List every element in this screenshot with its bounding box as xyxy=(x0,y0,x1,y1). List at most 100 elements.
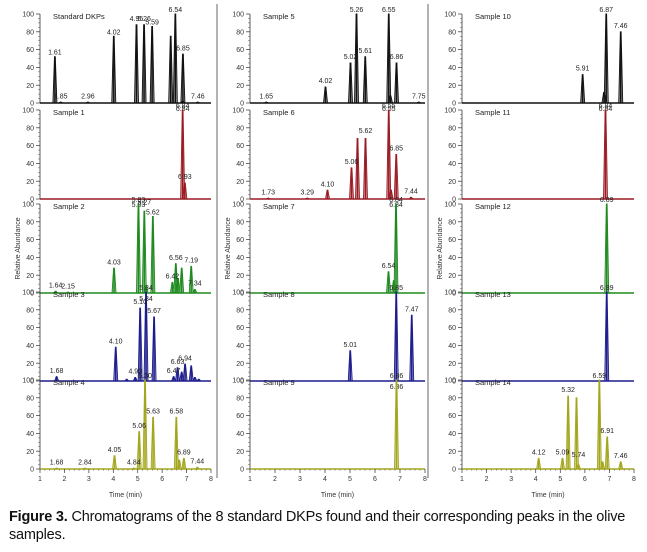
y-tick-label: 40 xyxy=(448,65,456,72)
y-tick-label: 40 xyxy=(236,161,244,168)
x-tick-label: 7 xyxy=(398,476,402,483)
peak-label: 1.68 xyxy=(50,459,64,466)
y-tick-label: 80 xyxy=(448,307,456,314)
x-tick-label: 1 xyxy=(248,476,252,483)
y-tick-label: 20 xyxy=(448,179,456,186)
x-tick-label: 6 xyxy=(583,476,587,483)
y-tick-label: 0 xyxy=(452,197,456,204)
x-tick-label: 6 xyxy=(373,476,377,483)
panel-sample-1: 0 20 40 60 80 100 Sample 1 6.84 6.93 5.03 xyxy=(22,103,211,209)
peak-label: 6.55 xyxy=(382,106,396,113)
peak-label: 6.91 xyxy=(600,428,614,435)
peak-label: 5.67 xyxy=(147,308,161,315)
peak-label: 6.58 xyxy=(169,409,183,416)
peak-label: 5.63 xyxy=(146,409,160,416)
panel-title: Sample 4 xyxy=(53,378,85,387)
y-tick-label: 40 xyxy=(448,161,456,168)
y-tick-label: 0 xyxy=(30,467,34,474)
panel-title: Sample 6 xyxy=(263,108,295,117)
peak-label: 5.01 xyxy=(343,342,357,349)
x-tick-label: 3 xyxy=(87,476,91,483)
peak-label: 6.89 xyxy=(600,197,614,204)
peak-label: 6.59 xyxy=(593,373,607,380)
y-tick-label: 60 xyxy=(26,413,34,420)
y-tick-label: 80 xyxy=(236,29,244,36)
panel-sample-6: 0 20 40 60 80 100 Sample 6 1.73 3.29 4.10 5.06 5.62… xyxy=(232,103,425,209)
panel-sample-13: 0 20 40 60 80 100 Sample 13 6.89 xyxy=(444,285,634,386)
x-tick-label: 5 xyxy=(136,476,140,483)
peak-label: 4.95 xyxy=(130,16,144,23)
y-tick-label: 0 xyxy=(452,101,456,108)
y-tick-label: 100 xyxy=(22,12,34,19)
peak-label: 5.30 xyxy=(138,373,152,380)
y-tick-label: 40 xyxy=(236,65,244,72)
x-tick-label: 6 xyxy=(160,476,164,483)
peak-label: 7.46 xyxy=(191,93,205,100)
y-tick-label: 100 xyxy=(444,378,456,385)
y-tick-label: 60 xyxy=(236,47,244,54)
peak-label: 6.85 xyxy=(389,285,403,292)
y-tick-label: 80 xyxy=(448,125,456,132)
peak-label: 6.84 xyxy=(176,106,190,113)
peak-label: 4.02 xyxy=(319,78,333,85)
peak-label: 2.15 xyxy=(61,283,75,290)
peak-label: 5.91 xyxy=(576,66,590,73)
y-tick-label: 20 xyxy=(26,273,34,280)
peak-label: 5.32 xyxy=(561,387,575,394)
y-tick-label: 80 xyxy=(26,125,34,132)
peak-label: 1.73 xyxy=(261,189,275,196)
peak-label: 7.46 xyxy=(614,23,628,30)
x-tick-label: 7 xyxy=(185,476,189,483)
y-tick-label: 40 xyxy=(26,431,34,438)
peak-label: 5.09 xyxy=(556,450,570,457)
panel-title: Sample 12 xyxy=(475,202,511,211)
y-tick-label: 100 xyxy=(444,290,456,297)
y-tick-label: 100 xyxy=(22,290,34,297)
peak-label: 6.84 xyxy=(389,197,403,204)
peak-label: 6.47 xyxy=(167,368,181,375)
y-tick-label: 0 xyxy=(452,467,456,474)
y-tick-label: 20 xyxy=(236,83,244,90)
y-tick-label: 20 xyxy=(236,361,244,368)
caption-label: Figure 3. xyxy=(9,509,68,525)
peak-label: 4.84 xyxy=(127,459,141,466)
y-tick-label: 60 xyxy=(236,143,244,150)
y-tick-label: 0 xyxy=(30,197,34,204)
panel-title: Sample 13 xyxy=(475,290,511,299)
y-tick-label: 0 xyxy=(30,379,34,386)
peak-label: 3.29 xyxy=(300,189,314,196)
y-tick-label: 60 xyxy=(448,237,456,244)
y-tick-label: 60 xyxy=(26,237,34,244)
y-tick-label: 100 xyxy=(22,108,34,115)
panel-title: Sample 14 xyxy=(475,378,511,387)
y-tick-label: 80 xyxy=(236,307,244,314)
peak-label: 6.84 xyxy=(599,106,613,113)
x-axis-label: Time (min) xyxy=(109,492,142,499)
y-tick-label: 0 xyxy=(240,101,244,108)
x-tick-label: 1 xyxy=(460,476,464,483)
y-tick-label: 40 xyxy=(26,343,34,350)
y-tick-label: 0 xyxy=(452,291,456,298)
panel-title: Sample 5 xyxy=(263,12,295,21)
panel-sample-12: 0 20 40 60 80 100 Relative Abundance Sample 12 6… xyxy=(437,197,634,298)
peak-label: 7.47 xyxy=(405,306,419,313)
peak-label: 4.90 xyxy=(128,369,142,376)
y-axis-label: Relative Abundance xyxy=(225,217,232,279)
y-tick-label: 40 xyxy=(26,255,34,262)
y-tick-label: 0 xyxy=(240,291,244,298)
y-tick-label: 100 xyxy=(444,12,456,19)
peak-label: 4.02 xyxy=(107,29,121,36)
x-tick-label: 2 xyxy=(62,476,66,483)
peak-label: 1.65 xyxy=(259,93,273,100)
y-tick-label: 80 xyxy=(26,219,34,226)
panel-standard-dkps: 0 20 40 60 80 100 Standard DKPs 1.61 1.85 2.96 4.0… xyxy=(22,7,211,113)
panel-title: Sample 2 xyxy=(53,202,85,211)
panel-sample-7: 0 20 40 60 80 100 Relative Abundance Sample 7 6.… xyxy=(225,197,425,298)
peak-label: 6.89 xyxy=(600,285,614,292)
x-axis-label: Time (min) xyxy=(531,492,564,499)
y-tick-label: 100 xyxy=(22,202,34,209)
x-tick-label: 1 xyxy=(38,476,42,483)
peak-label: 7.44 xyxy=(404,188,418,195)
y-tick-label: 0 xyxy=(240,379,244,386)
figure-caption: Figure 3. Chromatograms of the 8 standar… xyxy=(9,508,639,544)
